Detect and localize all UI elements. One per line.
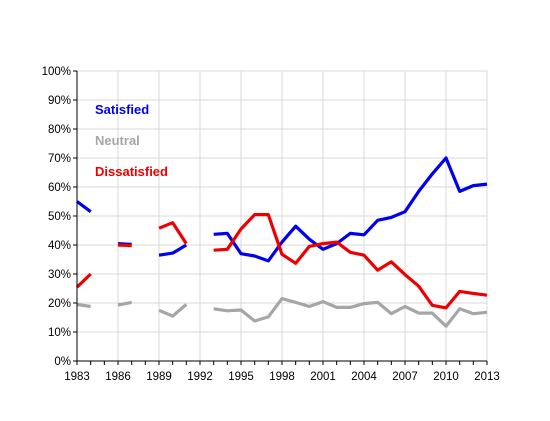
y-tick-label: 90% [48, 95, 71, 107]
y-tick-label: 80% [48, 124, 71, 136]
series-line-dissatisfied-segment-2 [117, 243, 132, 248]
series-line-dissatisfied-segment-4 [213, 213, 488, 310]
axes [73, 70, 488, 365]
series-line-neutral-segment-3 [158, 303, 188, 318]
y-tick-label: 100% [42, 66, 71, 78]
x-tick-label: 2001 [310, 371, 336, 383]
y-tick-label: 20% [48, 298, 71, 310]
legend: Satisfied Neutral Dissatisfied [95, 102, 168, 179]
y-tick-label: 30% [48, 269, 71, 281]
x-tick-label: 1995 [228, 371, 254, 383]
series-line-satisfied-segment-4 [213, 156, 488, 263]
x-tick-label: 1983 [64, 371, 90, 383]
x-tick-label: 2010 [433, 371, 459, 383]
series-line-dissatisfied-segment-1 [75, 272, 92, 289]
y-axis-tick-labels: 0% 10% 20% 30% 40% 50% 60% 70% 80% 90% 100% [42, 66, 71, 368]
x-tick-label: 1992 [187, 371, 213, 383]
series-line-satisfied-segment-1 [76, 200, 92, 213]
series-line-neutral-segment-4 [213, 297, 488, 328]
y-tick-label: 40% [48, 240, 71, 252]
x-tick-label: 2004 [351, 371, 377, 383]
legend-neutral: Neutral [95, 133, 140, 148]
series-line-neutral-segment-1 [76, 302, 91, 309]
legend-satisfied: Satisfied [95, 102, 149, 117]
series-line-satisfied-segment-3 [158, 243, 188, 257]
y-tick-label: 10% [48, 327, 71, 339]
series-lines [75, 156, 488, 328]
x-tick-label: 1986 [105, 371, 131, 383]
x-tick-label: 1998 [269, 371, 295, 383]
y-tick-label: 60% [48, 182, 71, 194]
series-line-dissatisfied-segment-3 [158, 221, 188, 245]
gridlines [77, 70, 488, 361]
x-axis-tick-labels: 1983 1986 1989 1992 1995 1998 2001 2004 2007 2010… [64, 371, 500, 383]
y-tick-label: 70% [48, 153, 71, 165]
x-tick-label: 2013 [474, 371, 500, 383]
x-tick-label: 2007 [392, 371, 418, 383]
y-tick-label: 50% [48, 211, 71, 223]
x-tick-label: 1989 [146, 371, 172, 383]
y-tick-label: 0% [54, 356, 71, 368]
legend-dissatisfied: Dissatisfied [95, 164, 168, 179]
series-line-neutral-segment-2 [117, 300, 132, 307]
